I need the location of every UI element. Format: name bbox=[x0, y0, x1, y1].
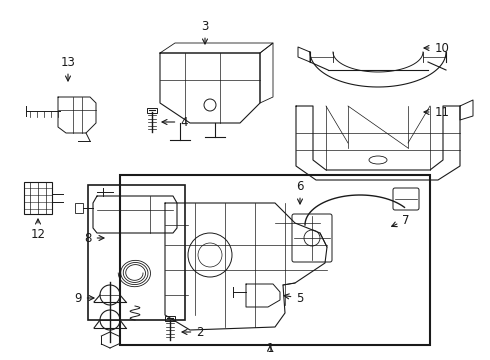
FancyBboxPatch shape bbox=[393, 188, 419, 210]
Circle shape bbox=[100, 285, 120, 305]
Bar bbox=[147, 108, 157, 113]
Text: 2: 2 bbox=[182, 325, 204, 338]
Text: 12: 12 bbox=[30, 219, 46, 242]
Circle shape bbox=[304, 230, 320, 246]
Text: 4: 4 bbox=[162, 116, 188, 129]
Bar bbox=[165, 316, 175, 321]
Bar bbox=[120, 175, 430, 345]
Text: 5: 5 bbox=[284, 292, 304, 305]
Text: 6: 6 bbox=[296, 180, 304, 204]
Text: 10: 10 bbox=[424, 41, 449, 54]
Ellipse shape bbox=[369, 156, 387, 164]
Text: 8: 8 bbox=[84, 231, 104, 244]
Bar bbox=[88, 185, 185, 320]
Text: 13: 13 bbox=[61, 55, 75, 81]
Text: 1: 1 bbox=[266, 342, 274, 355]
Text: 9: 9 bbox=[74, 292, 94, 305]
Bar bbox=[75, 203, 83, 213]
FancyBboxPatch shape bbox=[292, 214, 332, 262]
Text: 3: 3 bbox=[201, 19, 209, 44]
Text: 11: 11 bbox=[424, 105, 449, 118]
Text: 7: 7 bbox=[392, 213, 410, 227]
Bar bbox=[24, 182, 52, 214]
Circle shape bbox=[188, 233, 232, 277]
Circle shape bbox=[198, 243, 222, 267]
Circle shape bbox=[204, 99, 216, 111]
Circle shape bbox=[100, 310, 120, 330]
